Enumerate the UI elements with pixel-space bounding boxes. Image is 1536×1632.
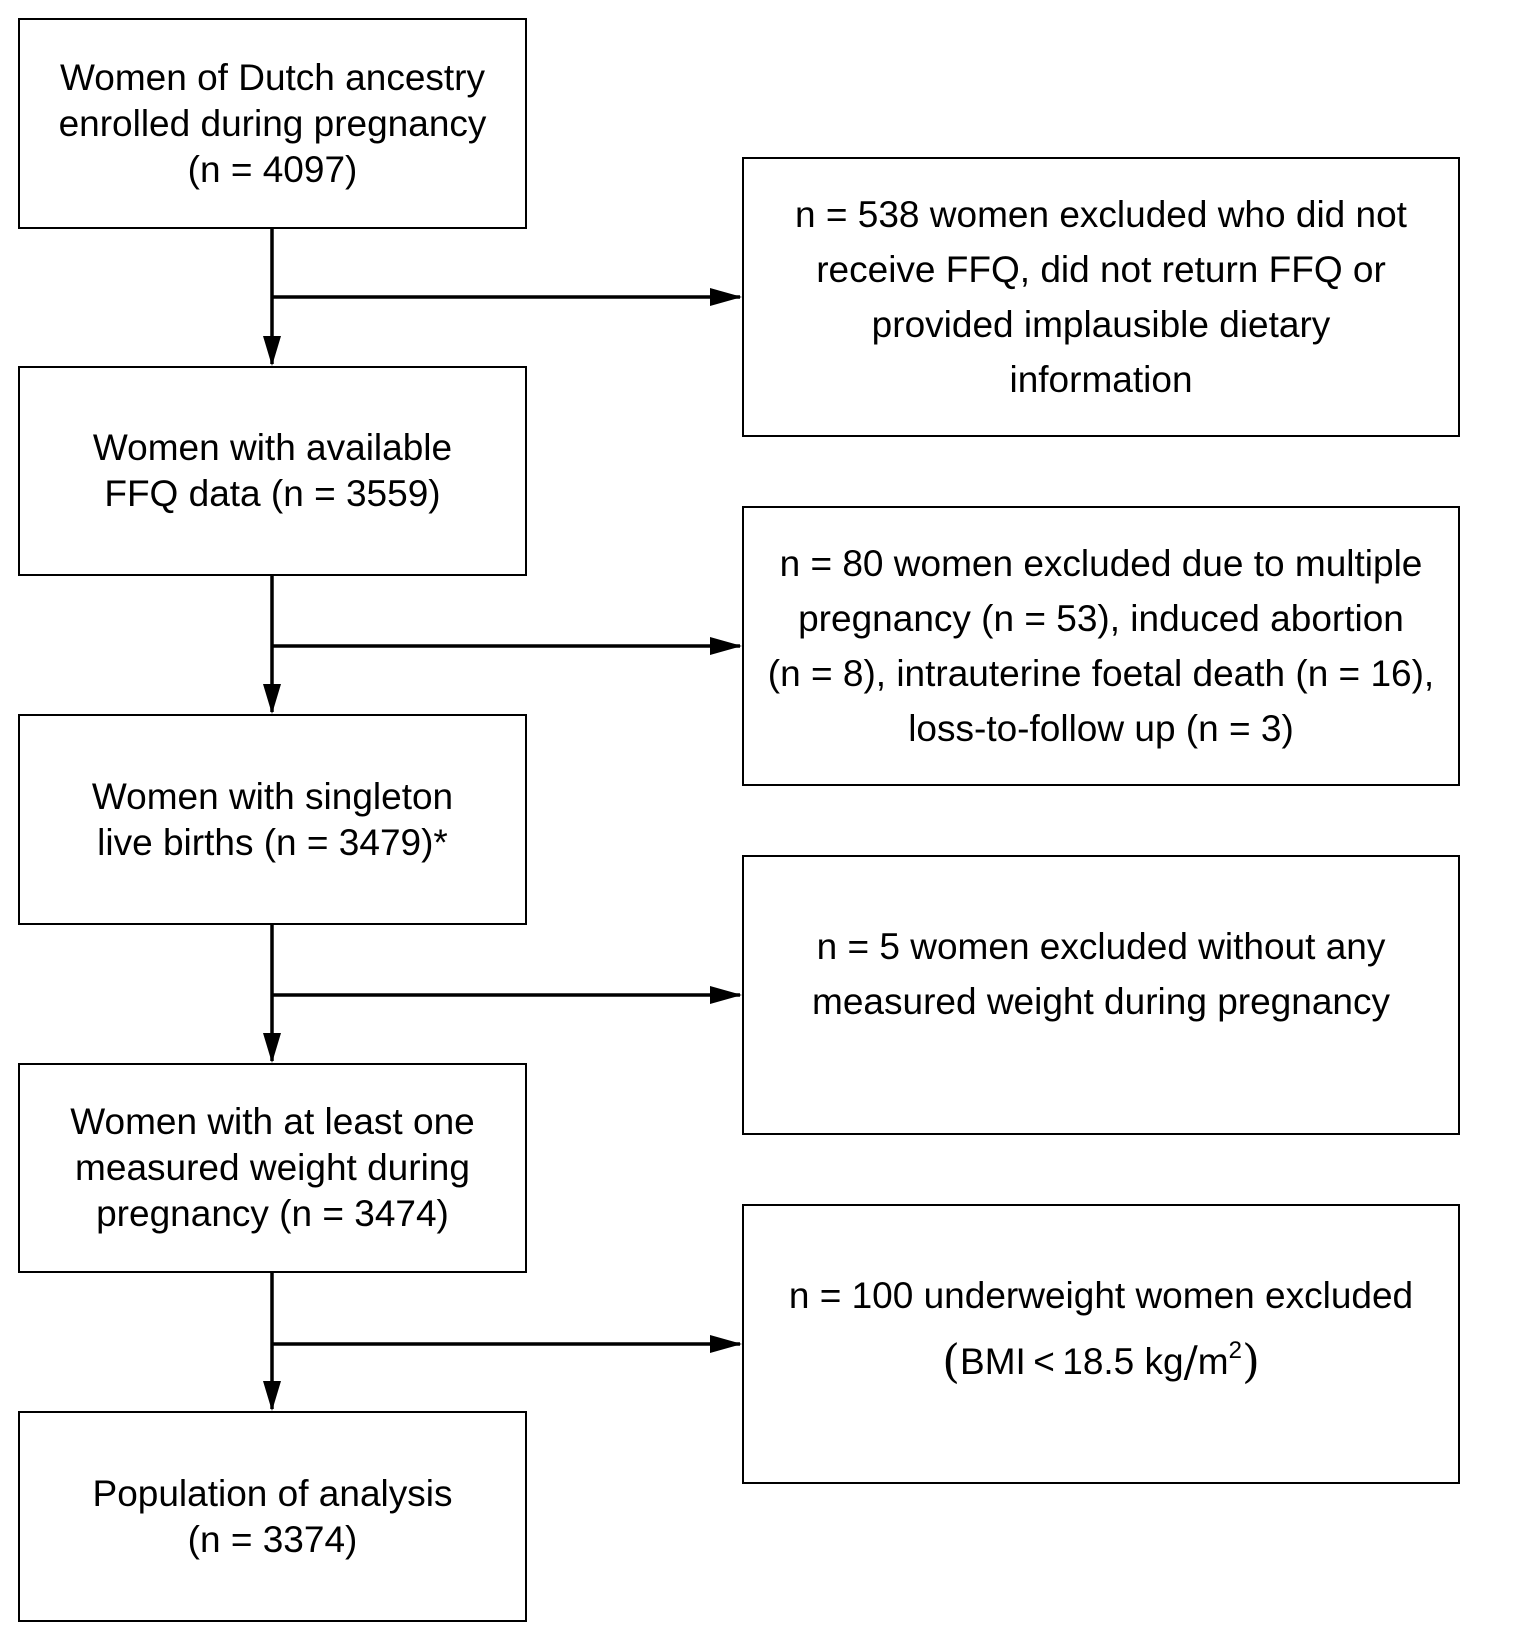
box-text-line: n = 80 women excluded due to multiple <box>779 543 1423 584</box>
box-text-line: enrolled during pregnancy <box>58 102 487 144</box>
formula-close-paren: ) <box>1241 1334 1260 1388</box>
box-text-line: Women with singleton <box>91 775 454 817</box>
box-text-line: loss-to-follow up (n = 3) <box>908 708 1294 749</box>
box-text-line: pregnancy (n = 53), induced abortion <box>798 598 1404 639</box>
box-text-line: Women with available <box>92 427 453 468</box>
singleton-births-box: Women with singleton live births (n = 34… <box>18 714 527 925</box>
bmi-formula: (BMI < 18.5 kg/m2) <box>942 1323 1260 1389</box>
box-text-line: n = 538 women excluded who did not <box>795 194 1407 235</box>
box-text-line: measured weight during pregnancy <box>812 981 1390 1022</box>
box-text-line: Women of Dutch ancestry <box>60 56 485 98</box>
formula-less-than: < <box>1033 1341 1055 1382</box>
measured-weight-box: Women with at least one measured weight … <box>18 1063 527 1273</box>
box-text-line: measured weight during <box>75 1147 470 1188</box>
box-text-line: receive FFQ, did not return FFQ or <box>816 249 1386 290</box>
ffq-exclusion-box: n = 538 women excluded who did not recei… <box>742 157 1460 437</box>
box-text-line: Women with at least one <box>70 1101 475 1142</box>
analysis-population-box: Population of analysis (n = 3374) <box>18 1411 527 1622</box>
formula-exponent: 2 <box>1228 1337 1242 1364</box>
box-text-line: n = 100 underweight women excluded <box>788 1275 1414 1316</box>
box-text-line: live births (n = 3479)* <box>97 821 448 863</box>
ffq-data-box: Women with available FFQ data (n = 3559) <box>18 366 527 576</box>
box-text-line: Population of analysis <box>92 1472 453 1514</box>
weight-exclusion-box: n = 5 women excluded without any measure… <box>742 855 1460 1135</box>
formula-value: 18.5 kg <box>1062 1341 1184 1382</box>
formula-open-paren: ( <box>942 1334 961 1388</box>
pregnancy-outcome-exclusion-box: n = 80 women excluded due to multiple pr… <box>742 506 1460 786</box>
underweight-exclusion-box: n = 100 underweight women excluded (BMI … <box>742 1204 1460 1484</box>
box-text-line: pregnancy (n = 3474) <box>96 1193 449 1234</box>
box-text-line: n = 5 women excluded without any <box>816 926 1386 967</box>
box-text-line: provided implausible dietary <box>871 304 1331 345</box>
formula-unit: m <box>1197 1341 1229 1382</box>
box-text-line: (n = 4097) <box>187 148 358 190</box>
enrolled-women-box: Women of Dutch ancestry enrolled during … <box>18 18 527 229</box>
box-text-line: information <box>1009 359 1193 400</box>
formula-bmi: BMI <box>960 1341 1026 1382</box>
formula-slash: / <box>1183 1337 1198 1386</box>
box-text-line: (n = 3374) <box>187 1518 358 1560</box>
box-text-line: FFQ data (n = 3559) <box>104 473 441 514</box>
box-text-line: (n = 8), intrauterine foetal death (n = … <box>767 653 1435 694</box>
